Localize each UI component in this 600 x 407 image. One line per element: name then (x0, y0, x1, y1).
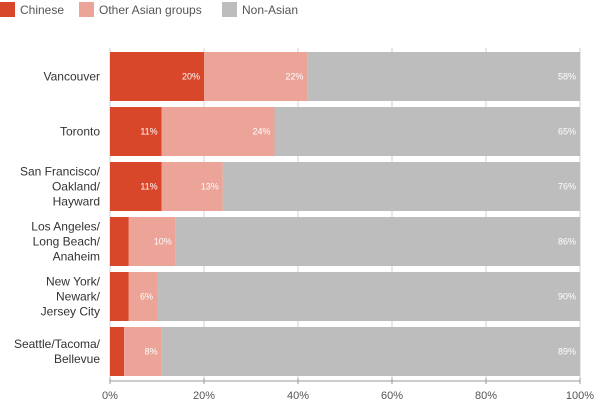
bar-segment-other-asian-groups (128, 272, 157, 321)
category-label: Vancouver (44, 70, 100, 84)
bars: 20% 22% 58% 11% 24% 65% 11% 13% 76% 10% 86% 6% 90% 8%… (110, 52, 581, 376)
category-label: Seattle/Tacoma/ (14, 337, 101, 351)
bar-segment-chinese (110, 272, 129, 321)
category-label: Jersey City (41, 305, 100, 319)
category-label: New York/ (46, 275, 101, 289)
legend-label: Chinese (20, 3, 64, 17)
bar-segment-chinese (110, 217, 129, 266)
data-label: 58% (558, 72, 576, 82)
legend-label: Other Asian groups (99, 3, 202, 17)
bar-segment-non-asian (157, 272, 580, 321)
x-axis: 0% 20% 40% 60% 80% 100% (102, 378, 594, 402)
data-label: 11% (140, 127, 157, 137)
legend-swatch (0, 2, 15, 17)
legend-swatch (79, 2, 94, 17)
bar-segment-chinese (110, 107, 162, 156)
legend-swatch (222, 2, 237, 17)
data-label: 90% (558, 292, 576, 302)
data-label: 11% (140, 182, 157, 192)
x-tick-label: 20% (193, 390, 215, 402)
data-label: 24% (252, 127, 270, 137)
data-label: 6% (140, 292, 153, 302)
x-tick-label: 60% (381, 390, 403, 402)
category-label: Oakland/ (52, 180, 101, 194)
bar-segment-other-asian-groups (204, 52, 308, 101)
category-label: Toronto (60, 125, 100, 139)
data-label: 13% (201, 182, 219, 192)
category-label: Hayward (53, 195, 100, 209)
x-tick-label: 40% (287, 390, 309, 402)
legend: Chinese Other Asian groups Non-Asian (0, 2, 298, 17)
bar-segment-chinese (110, 52, 204, 101)
x-tick-label: 80% (475, 390, 497, 402)
gridlines (109, 48, 581, 382)
category-label: Long Beach/ (33, 235, 101, 249)
category-label: Newark/ (56, 290, 101, 304)
category-label: Anaheim (53, 250, 100, 264)
category-label: Bellevue (54, 352, 100, 366)
x-tick-label: 100% (566, 390, 594, 402)
data-label: 22% (285, 72, 303, 82)
bar-segment-other-asian-groups (161, 107, 275, 156)
bar-segment-non-asian (307, 52, 580, 101)
data-label: 89% (558, 347, 576, 357)
bar-segment-non-asian (161, 327, 580, 376)
bar-segment-other-asian-groups (124, 327, 162, 376)
bar-segment-non-asian (222, 162, 581, 211)
bar-segment-other-asian-groups (161, 162, 223, 211)
category-label: San Francisco/ (20, 165, 101, 179)
legend-label: Non-Asian (242, 3, 298, 17)
bar-segment-other-asian-groups (128, 217, 176, 266)
category-labels: Vancouver Toronto San Francisco/Oakland/Ha… (14, 70, 101, 367)
data-label: 86% (558, 237, 576, 247)
data-label: 65% (558, 127, 576, 137)
data-label: 20% (182, 72, 200, 82)
category-label: Los Angeles/ (31, 220, 100, 234)
data-label: 10% (154, 237, 172, 247)
data-label: 8% (145, 347, 158, 357)
bar-segment-non-asian (274, 107, 580, 156)
data-label: 76% (558, 182, 576, 192)
bar-segment-chinese (110, 162, 162, 211)
bar-segment-chinese (110, 327, 125, 376)
x-tick-label: 0% (102, 390, 118, 402)
bar-segment-non-asian (175, 217, 581, 266)
